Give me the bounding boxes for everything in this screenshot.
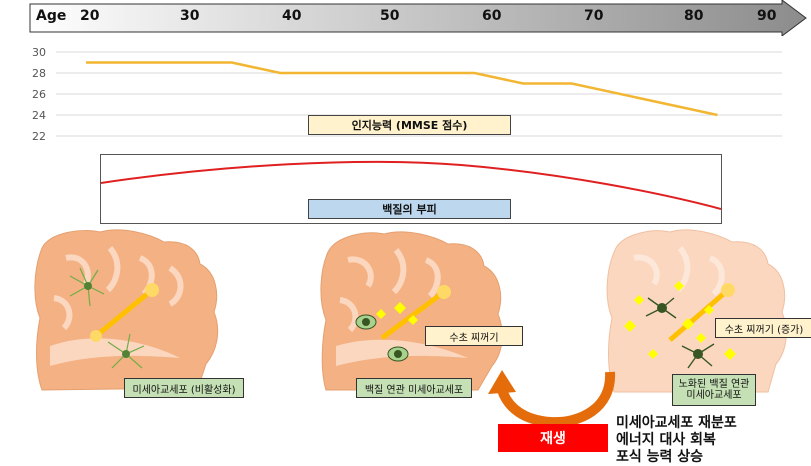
white-matter-curve [100, 160, 722, 210]
white-matter-panel [100, 154, 722, 224]
age-tick: 60 [482, 8, 502, 24]
middle-age-brain-illustration [320, 231, 503, 391]
brain1-microglia-label: 미세아교세포 (비활성화) [124, 378, 244, 398]
age-axis-title: Age [36, 8, 67, 24]
regen-note: 에너지 대사 회복 [616, 432, 716, 448]
y-tick-label: 30 [32, 46, 46, 59]
age-tick: 90 [757, 8, 777, 24]
regen-note: 포식 능력 상승 [616, 449, 704, 465]
brain3-microglia-label: 노화된 백질 연관 미세아교세포 [672, 374, 756, 406]
y-tick-label: 22 [32, 130, 46, 143]
y-tick-label: 28 [32, 67, 46, 80]
age-axis: Age 20 30 40 50 60 70 80 90 [0, 0, 811, 37]
age-tick: 50 [380, 8, 400, 24]
brain3-debris-label: 수초 찌꺼기 (증가) [715, 318, 811, 338]
regeneration-arrow-icon [488, 370, 616, 428]
mmse-series-line [86, 61, 718, 117]
y-tick-label: 26 [32, 88, 46, 101]
age-tick: 70 [584, 8, 604, 24]
y-tick-label: 24 [32, 109, 46, 122]
age-tick: 40 [282, 8, 302, 24]
age-tick: 30 [180, 8, 200, 24]
age-tick: 80 [684, 8, 704, 24]
age-tick: 20 [80, 8, 100, 24]
regeneration-box: 재생 [498, 424, 608, 452]
regen-note: 미세아교세포 재분포 [616, 415, 737, 431]
mmse-chart-label: 인지능력 (MMSE 점수) [308, 115, 511, 135]
brain2-debris-label: 수초 찌꺼기 [425, 326, 523, 346]
young-brain-illustration [34, 229, 219, 391]
age-axis-arrow [29, 0, 807, 37]
brain2-microglia-label: 백질 연관 미세아교세포 [356, 378, 472, 398]
white-matter-label: 백질의 부피 [308, 199, 511, 219]
